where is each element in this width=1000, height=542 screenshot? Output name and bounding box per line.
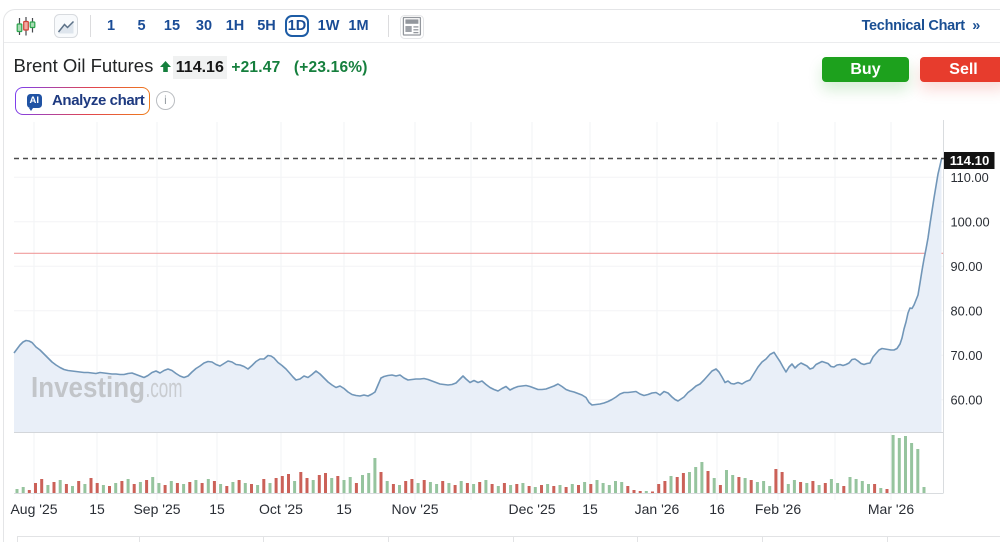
svg-text:80.00: 80.00 <box>951 303 983 318</box>
svg-text:Nov '25: Nov '25 <box>391 501 438 517</box>
svg-text:Oct '25: Oct '25 <box>259 501 303 517</box>
svg-text:60.00: 60.00 <box>951 392 983 407</box>
svg-text:15: 15 <box>209 501 225 517</box>
svg-text:15: 15 <box>336 501 352 517</box>
svg-text:90.00: 90.00 <box>951 259 983 274</box>
svg-text:Mar '26: Mar '26 <box>868 501 914 517</box>
svg-text:70.00: 70.00 <box>951 348 983 363</box>
svg-text:15: 15 <box>89 501 105 517</box>
svg-text:114.10: 114.10 <box>950 153 990 168</box>
svg-text:Dec '25: Dec '25 <box>508 501 555 517</box>
svg-text:Aug '25: Aug '25 <box>10 501 57 517</box>
svg-text:15: 15 <box>582 501 598 517</box>
svg-text:110.00: 110.00 <box>951 170 989 185</box>
svg-text:Jan '26: Jan '26 <box>635 501 680 517</box>
svg-text:16: 16 <box>709 501 725 517</box>
svg-text:Sep '25: Sep '25 <box>133 501 180 517</box>
svg-text:100.00: 100.00 <box>951 214 990 229</box>
svg-text:.com: .com <box>146 373 183 403</box>
svg-text:Investing: Investing <box>31 372 145 404</box>
svg-text:Feb '26: Feb '26 <box>755 501 801 517</box>
